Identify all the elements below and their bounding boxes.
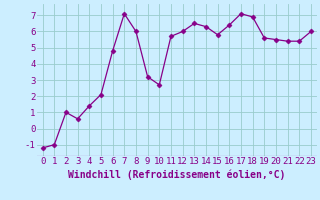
X-axis label: Windchill (Refroidissement éolien,°C): Windchill (Refroidissement éolien,°C)	[68, 169, 285, 180]
